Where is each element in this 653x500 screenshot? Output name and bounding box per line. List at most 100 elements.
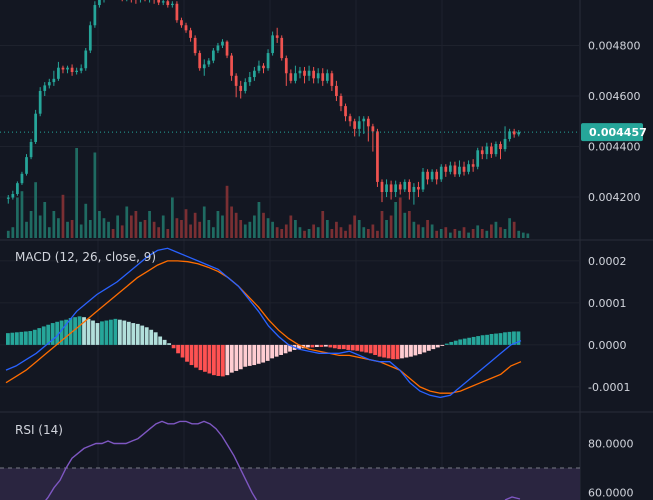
macd-histogram-bar xyxy=(23,331,28,345)
volume-bar xyxy=(243,224,247,238)
candle-body xyxy=(193,37,197,54)
candle-body xyxy=(184,25,188,31)
rsi-tick-label: 80.0000 xyxy=(588,437,634,450)
macd-histogram-bar xyxy=(207,344,212,374)
candle-body xyxy=(494,144,498,155)
candle-body xyxy=(348,116,352,122)
macd-histogram-bar xyxy=(180,344,185,358)
candle-body xyxy=(439,166,443,180)
macd-histogram-bar xyxy=(395,344,400,360)
macd-histogram-bar xyxy=(364,344,369,353)
macd-histogram-bar xyxy=(95,323,100,345)
volume-bar xyxy=(170,197,174,238)
macd-histogram-bar xyxy=(91,320,95,345)
price-axis[interactable]: 0.004457 0.004800 0.004600 0.004400 0.004200… xyxy=(581,39,647,500)
volume-bar xyxy=(180,220,183,238)
candle-body xyxy=(467,164,470,172)
macd-histogram-bar xyxy=(413,344,418,356)
macd-histogram-bar xyxy=(144,327,149,345)
candle-body xyxy=(175,3,179,21)
macd-histogram-bar xyxy=(68,318,73,345)
candle-body xyxy=(212,50,215,61)
volume-bar xyxy=(262,212,265,238)
candle-body xyxy=(170,3,174,6)
volume-bar xyxy=(193,212,197,238)
candle-body xyxy=(362,118,366,122)
candle-body xyxy=(43,85,47,91)
volume-bar xyxy=(57,218,60,238)
volume-bar xyxy=(403,212,407,238)
volume-bar xyxy=(216,211,220,238)
volume-bar xyxy=(84,203,88,238)
candle-body xyxy=(34,113,37,142)
macd-pane[interactable] xyxy=(5,247,522,399)
candle-body xyxy=(316,73,320,79)
volume-bar xyxy=(394,202,398,238)
candle-body xyxy=(403,181,407,190)
macd-histogram-bar xyxy=(498,333,503,345)
candle-body xyxy=(448,165,452,172)
candle-body xyxy=(435,171,439,180)
volume-bar xyxy=(339,227,343,238)
volume-bar xyxy=(407,211,411,238)
macd-histogram-bar xyxy=(332,344,337,349)
volume-bar xyxy=(234,212,238,238)
macd-histogram-bar xyxy=(516,331,521,345)
macd-histogram-bar xyxy=(328,344,333,348)
volume-bar xyxy=(353,215,357,238)
volume-bar xyxy=(230,206,233,238)
macd-histogram-bar xyxy=(270,344,275,359)
volume-bar xyxy=(376,230,379,238)
volume-bar xyxy=(512,221,516,238)
macd-histogram-bar xyxy=(453,340,458,345)
volume-bar xyxy=(225,185,229,238)
macd-histogram-bar xyxy=(149,329,154,345)
macd-histogram-bar xyxy=(247,344,252,366)
volume-bar xyxy=(47,227,51,238)
candle-body xyxy=(458,166,461,175)
macd-histogram-bar xyxy=(467,337,472,345)
macd-histogram-bar xyxy=(32,329,37,345)
volume-bar xyxy=(166,229,170,238)
macd-histogram-bar xyxy=(426,344,431,351)
volume-bar xyxy=(371,224,375,238)
volume-bar xyxy=(503,229,507,238)
candle-body xyxy=(499,144,502,150)
macd-histogram-bar xyxy=(225,344,230,376)
macd-histogram-bar xyxy=(503,332,507,345)
candle-body xyxy=(225,41,229,56)
price-pane[interactable] xyxy=(0,0,580,238)
macd-legend-label[interactable]: MACD (12, 26, close, 9) xyxy=(15,250,156,264)
candle-body xyxy=(503,138,507,150)
candle-body xyxy=(75,70,79,72)
volume-bar xyxy=(490,224,493,238)
macd-histogram-bar xyxy=(400,344,404,359)
macd-histogram-bar xyxy=(6,333,10,345)
candle-body xyxy=(394,184,398,192)
volume-bar xyxy=(11,227,15,238)
macd-histogram-bar xyxy=(337,344,342,350)
volume-bar xyxy=(362,227,366,238)
volume-bar xyxy=(271,221,274,238)
macd-histogram-bar xyxy=(220,344,225,377)
macd-histogram-bar xyxy=(28,331,33,345)
candle-body xyxy=(52,78,56,83)
rsi-legend-label[interactable]: RSI (14) xyxy=(15,423,63,437)
candle-body xyxy=(335,85,338,96)
macd-histogram-bar xyxy=(185,344,189,362)
candle-body xyxy=(239,85,243,91)
candle-body xyxy=(321,73,325,81)
volume-bar xyxy=(294,220,297,238)
macd-histogram-bar xyxy=(162,339,167,345)
last-price-tag xyxy=(581,123,643,142)
volume-bar xyxy=(435,230,439,238)
rsi-pane[interactable] xyxy=(0,420,580,500)
macd-histogram-bar xyxy=(440,344,445,346)
macd-histogram-bar xyxy=(422,344,427,353)
macd-histogram-bar xyxy=(279,344,283,355)
candle-body xyxy=(430,171,434,180)
macd-histogram-bar xyxy=(409,344,413,357)
volume-bar xyxy=(266,218,270,238)
volume-bar xyxy=(298,227,302,238)
macd-histogram-bar xyxy=(288,344,292,352)
